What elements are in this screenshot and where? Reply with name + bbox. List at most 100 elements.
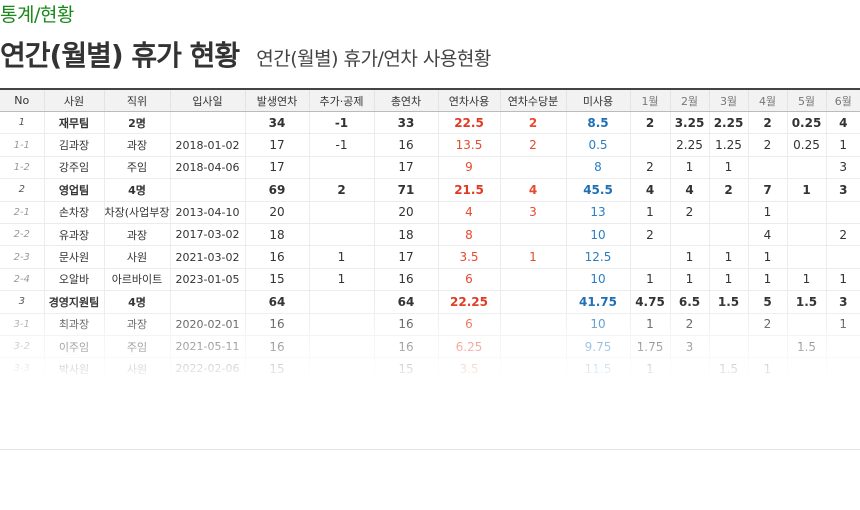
table-cell: 1 [308,268,374,292]
table-cell: 15 [244,268,309,292]
table-row[interactable]: 2-4 오알바 아르바이트 2023-01-05 15 1 16 6 10 1 1 1 1 1 1 [0,268,860,292]
column-header[interactable]: 4월 [747,88,787,112]
table-cell: 2 [747,133,787,157]
table-cell: 16 [373,268,438,292]
title-row: 연간(월별) 휴가 현황 연간(월별) 휴가/연차 사용현황 [0,34,491,74]
column-header[interactable]: 3월 [708,88,748,112]
table-cell [308,357,374,381]
team-row[interactable]: 3 경영지원팀 4명 64 64 22.25 41.75 4.75 6.5 1.5 5 1.5 3 [0,290,860,314]
table-cell [747,156,787,180]
table-cell: 64 [244,290,309,314]
table-body: 1 재무팀 2명 34 -1 33 22.5 2 8.5 2 3.25 2.25 2 0.25 4 1-1 김과… [0,110,860,382]
table-row[interactable]: 2-2 유과장 과장 2017-03-02 18 18 8 10 2 4 2 [0,223,860,247]
table-cell: 2-3 [0,245,44,269]
table-cell: 3 [825,178,860,202]
table-cell: 주임 [103,156,170,180]
column-header[interactable]: 직위 [103,88,170,112]
column-header[interactable]: 추가·공제 [308,88,374,112]
table-cell: 과장 [103,223,170,247]
column-header[interactable]: 미사용 [565,88,630,112]
table-row[interactable]: 1-1 김과장 과장 2018-01-02 17 -1 16 13.5 2 0.5 2.25 1.25… [0,133,860,157]
table-cell: 과장 [103,133,170,157]
table-cell: 과장 [103,313,170,336]
table-cell: 41.75 [565,290,630,314]
column-header[interactable]: 사원 [43,88,104,112]
table-cell [308,156,374,180]
table-cell: 1 [747,245,787,269]
table-row[interactable]: 2-1 손차장 차장(사업부장) 2013-04-10 20 20 4 3 13 1 2 1 [0,201,860,224]
table-row[interactable]: 3-3 박사원 사원 2022-02-06 15 15 3.5 11.5 1 1.5 1 [0,357,860,381]
table-row[interactable]: 1-2 강주임 주임 2018-04-06 17 17 9 8 2 1 1 3 [0,156,860,180]
table-cell: 8 [437,223,500,247]
table-cell [708,335,748,359]
table-cell: 2 [747,380,787,382]
table-cell: 9.75 [565,335,630,359]
table-cell: 33 [373,110,438,135]
table-cell: 16 [373,335,438,359]
table-cell: 16 [373,133,438,157]
table-cell: 13 [565,201,630,224]
table-cell [499,268,566,292]
column-header[interactable]: 총연차 [373,88,438,112]
table-cell: 5 [747,290,787,314]
table-cell: 2-2 [0,223,44,247]
table-cell [169,110,245,135]
table-row[interactable]: 3-2 이주임 주임 2021-05-11 16 16 6.25 9.75 1.75 3 1.5 [0,335,860,359]
table-cell: 2018-01-02 [169,133,245,157]
table-cell: 2 [629,223,670,247]
table-cell: 3-4 [0,380,44,382]
table-cell: 3 [0,290,44,314]
table-row[interactable]: 3-4이부장부장(본부장)2019-03-0117176.510.511.522 [0,380,860,382]
table-cell: 1 [629,268,670,292]
table-cell [169,290,245,314]
table-cell [308,313,374,336]
table-cell: 1 [629,313,670,336]
table-cell [499,313,566,336]
table-cell: 2 [629,156,670,180]
column-header[interactable]: 연차수당분 [499,88,566,112]
table-cell: 17 [244,133,309,157]
table-cell: 4.75 [629,290,670,314]
table-row[interactable]: 2-3 문사원 사원 2021-03-02 16 1 17 3.5 1 12.5 1 1 1 [0,245,860,269]
table-cell: 6.25 [437,335,500,359]
column-header[interactable]: 5월 [786,88,826,112]
table-row[interactable]: 3-1 최과장 과장 2020-02-01 16 16 6 10 1 2 2 1 [0,313,860,336]
page-subtitle: 연간(월별) 휴가/연차 사용현황 [256,48,491,70]
column-header[interactable]: 6월 [825,88,860,112]
column-header[interactable]: 2월 [669,88,709,112]
column-header[interactable]: 입사일 [169,88,245,112]
table-cell: 2 [629,110,670,135]
table-cell: 0.25 [786,110,826,135]
table-cell: 1.5 [708,290,748,314]
team-row[interactable]: 1 재무팀 2명 34 -1 33 22.5 2 8.5 2 3.25 2.25 2 0.25 4 [0,110,860,135]
column-header[interactable]: 1월 [629,88,670,112]
table-cell: 1.25 [708,133,748,157]
table-cell: 2018-04-06 [169,156,245,180]
table-cell: 주임 [103,335,170,359]
divider [0,449,860,450]
table-cell: 3 [825,290,860,314]
table-cell: 0.25 [786,133,826,157]
table-cell: 3 [669,335,709,359]
table-cell: 2 [708,178,748,202]
team-row[interactable]: 2 영업팀 4명 69 2 71 21.5 4 45.5 4 4 2 7 1 3 [0,178,860,202]
table-cell: 3.25 [669,110,709,135]
table-cell: 1 [825,313,860,336]
table-cell: 2022-02-06 [169,357,245,381]
table-cell: 1 [747,201,787,224]
table-cell: 3.5 [437,357,500,381]
table-cell [708,380,748,382]
table-cell [825,245,860,269]
table-cell: 손차장 [43,201,104,224]
column-header[interactable]: 발생연차 [244,88,309,112]
table-cell: 16 [244,335,309,359]
table-cell [169,178,245,202]
column-header[interactable]: 연차사용 [437,88,500,112]
table-cell: 3.5 [437,245,500,269]
vacation-stats-table-container: No 사원 직위 입사일 발생연차 추가·공제 총연차 연차사용 연차수당분 미사용 1월 2월 3월 4… [0,88,860,382]
table-cell [786,357,826,381]
table-cell: 재무팀 [43,110,104,135]
table-cell [825,335,860,359]
table-cell: 12.5 [565,245,630,269]
column-header[interactable]: No [0,88,44,112]
